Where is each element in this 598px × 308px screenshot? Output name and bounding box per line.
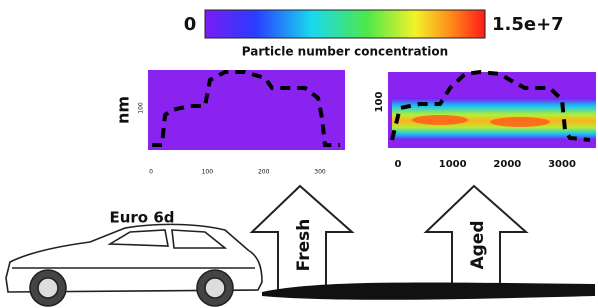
colorbar xyxy=(205,10,485,38)
colorbar-label: Particle number concentration xyxy=(242,45,448,59)
x-tick-label: 200 xyxy=(258,169,270,176)
x-tick-label: 3000 xyxy=(548,159,576,170)
colorbar-max: 1.5e+7 xyxy=(492,14,564,35)
y-tick-label: 100 xyxy=(138,102,145,114)
figure: 0 1.5e+7 Particle number concentration n… xyxy=(0,0,598,308)
y-axis-label: nm xyxy=(114,96,133,124)
y-tick-label: 100 xyxy=(374,92,385,113)
x-tick-label: 0 xyxy=(149,169,153,176)
x-tick-label: 2000 xyxy=(493,159,521,170)
x-tick-label: 300 xyxy=(314,169,326,176)
arrow-label: Aged xyxy=(468,220,488,269)
hotspot xyxy=(490,117,550,127)
car xyxy=(6,224,262,306)
colorbar-min: 0 xyxy=(184,14,197,35)
arrow-label: Fresh xyxy=(294,219,314,272)
x-tick-label: 0 xyxy=(395,159,402,170)
x-tick-label: 1000 xyxy=(439,159,467,170)
page: {"colorbar": {"min": "0", "max": "1.5e+7… xyxy=(0,0,598,308)
x-tick-label: 100 xyxy=(202,169,214,176)
hotspot xyxy=(412,115,468,125)
